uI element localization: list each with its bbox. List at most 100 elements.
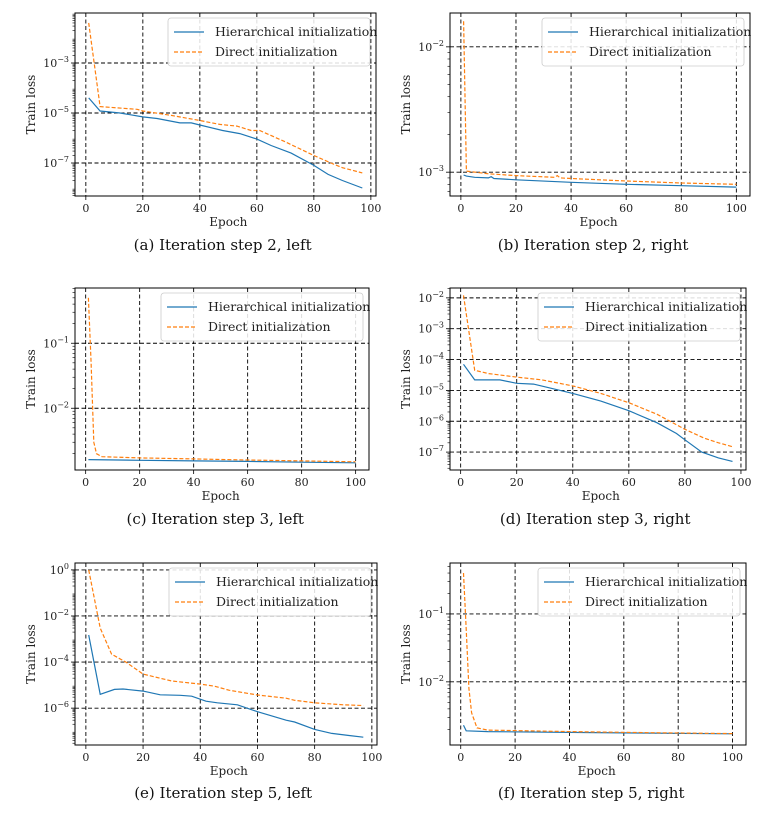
y-tick-label: 10−6 xyxy=(418,413,444,428)
legend: Hierarchical initialization Direct initia… xyxy=(160,292,370,342)
legend-label: Direct initialization xyxy=(216,594,339,609)
y-tick-label: 10−6 xyxy=(43,700,69,715)
axes-frame xyxy=(449,287,747,471)
y-tick-label: 10−2 xyxy=(418,674,444,689)
legend-box xyxy=(160,292,364,342)
x-tick-label: 0 xyxy=(457,476,464,489)
y-tick-label: 10−2 xyxy=(43,608,69,623)
x-tick-label: 80 xyxy=(307,202,321,215)
x-tick-label: 60 xyxy=(250,751,264,764)
legend-label: Direct initialization xyxy=(208,319,331,334)
hierarchical-initialization-line xyxy=(88,634,364,738)
subplot-b: 0 20 40 60 80 100 10−3 10−2 Hierarchical initial… xyxy=(399,12,751,254)
direct-initialization-line xyxy=(88,22,363,174)
legend: Hierarchical initialization Direct initia… xyxy=(167,17,377,67)
y-tick-label: 10−3 xyxy=(418,164,444,179)
legend-label: Hierarchical initialization xyxy=(216,574,378,589)
direct-initialization-line xyxy=(462,295,733,448)
legend-label: Direct initialization xyxy=(585,319,708,334)
subplot-d: 0 20 40 60 80 100 10−7 10−6 10−5 10−4 10−3 10−2 Hier… xyxy=(399,287,751,528)
axes-frame xyxy=(74,12,377,197)
x-tick-label: 20 xyxy=(510,476,524,489)
legend-label: Hierarchical initialization xyxy=(585,574,747,589)
x-tick-label: 0 xyxy=(82,476,89,489)
x-tick-label: 0 xyxy=(82,751,89,764)
subplot-a: 0 20 40 60 80 100 10−7 10−5 10−3 Hierarchical ini… xyxy=(24,12,381,254)
x-tick-label: 0 xyxy=(82,202,89,215)
y-tick-label: 10−2 xyxy=(418,290,444,305)
subplot-e: 0 20 40 60 80 100 10−6 10−4 10−2 100 Hierarchical … xyxy=(24,562,382,802)
legend: Hierarchical initialization Direct initia… xyxy=(537,292,747,342)
x-tick-label: 20 xyxy=(508,751,522,764)
x-tick-label: 40 xyxy=(566,476,580,489)
legend-box xyxy=(541,17,745,67)
x-tick-label: 40 xyxy=(187,476,201,489)
subplot-caption: (a) Iteration step 2, left xyxy=(134,236,312,254)
axes-frame xyxy=(449,12,751,197)
x-tick-label: 40 xyxy=(193,751,207,764)
direct-initialization-line xyxy=(463,21,737,185)
x-tick-label: 20 xyxy=(133,476,147,489)
y-axis-label: Train loss xyxy=(399,349,413,409)
legend-box xyxy=(167,17,371,67)
legend-box xyxy=(168,567,372,617)
x-tick-label: 100 xyxy=(730,476,751,489)
subplot-caption: (e) Iteration step 5, left xyxy=(134,784,312,802)
axes-frame xyxy=(449,562,747,746)
legend-label: Direct initialization xyxy=(589,44,712,59)
x-tick-label: 60 xyxy=(619,202,633,215)
x-tick-label: 60 xyxy=(617,751,631,764)
axes-frame xyxy=(74,287,370,471)
y-tick-label: 10−5 xyxy=(43,105,69,120)
y-tick-label: 10−3 xyxy=(418,321,444,336)
subplot-caption: (f) Iteration step 5, right xyxy=(498,784,685,802)
x-tick-label: 80 xyxy=(674,202,688,215)
legend-label: Hierarchical initialization xyxy=(215,24,377,39)
legend-label: Hierarchical initialization xyxy=(589,24,751,39)
x-tick-label: 20 xyxy=(136,751,150,764)
x-tick-label: 100 xyxy=(360,202,381,215)
x-axis-label: Epoch xyxy=(582,489,620,503)
x-tick-label: 0 xyxy=(457,751,464,764)
y-tick-label: 10−7 xyxy=(418,444,444,459)
legend-label: Direct initialization xyxy=(215,44,338,59)
x-axis-label: Epoch xyxy=(580,215,618,229)
x-tick-label: 20 xyxy=(509,202,523,215)
x-tick-label: 40 xyxy=(193,202,207,215)
direct-initialization-line xyxy=(88,569,364,707)
x-tick-label: 100 xyxy=(345,476,366,489)
hierarchical-initialization-line xyxy=(463,363,733,462)
subplot-c: 0 20 40 60 80 100 10−2 10−1 Hierarchical initial… xyxy=(24,287,370,528)
y-axis-label: Train loss xyxy=(399,75,413,135)
x-tick-label: 40 xyxy=(564,202,578,215)
hierarchical-initialization-line xyxy=(463,174,737,188)
legend-box xyxy=(537,567,741,617)
x-axis-label: Epoch xyxy=(578,764,616,778)
y-tick-label: 10−2 xyxy=(418,39,444,54)
legend: Hierarchical initialization Direct initia… xyxy=(537,567,747,617)
y-tick-label: 10−4 xyxy=(43,654,69,669)
x-axis-label: Epoch xyxy=(202,489,240,503)
legend-label: Direct initialization xyxy=(585,594,708,609)
y-axis-label: Train loss xyxy=(24,349,38,409)
hierarchical-initialization-line xyxy=(88,97,363,189)
legend: Hierarchical initialization Direct initia… xyxy=(168,567,378,617)
y-tick-label: 10−4 xyxy=(418,352,444,367)
subplot-f: 0 20 40 60 80 100 10−2 10−1 Hierarchical initial… xyxy=(399,562,747,802)
legend: Hierarchical initialization Direct initia… xyxy=(541,17,751,67)
x-tick-label: 40 xyxy=(562,751,576,764)
x-tick-label: 60 xyxy=(250,202,264,215)
x-tick-label: 80 xyxy=(678,476,692,489)
x-tick-label: 80 xyxy=(308,751,322,764)
subplot-caption: (b) Iteration step 2, right xyxy=(498,236,689,254)
x-tick-label: 0 xyxy=(457,202,464,215)
direct-initialization-line xyxy=(462,572,733,735)
y-tick-label: 10−1 xyxy=(43,335,69,350)
legend-box xyxy=(537,292,741,342)
y-tick-label: 10−3 xyxy=(43,55,69,70)
y-tick-label: 10−5 xyxy=(418,382,444,397)
axes-frame xyxy=(74,562,378,746)
subplot-caption: (d) Iteration step 3, right xyxy=(500,510,691,528)
y-axis-label: Train loss xyxy=(24,624,38,684)
